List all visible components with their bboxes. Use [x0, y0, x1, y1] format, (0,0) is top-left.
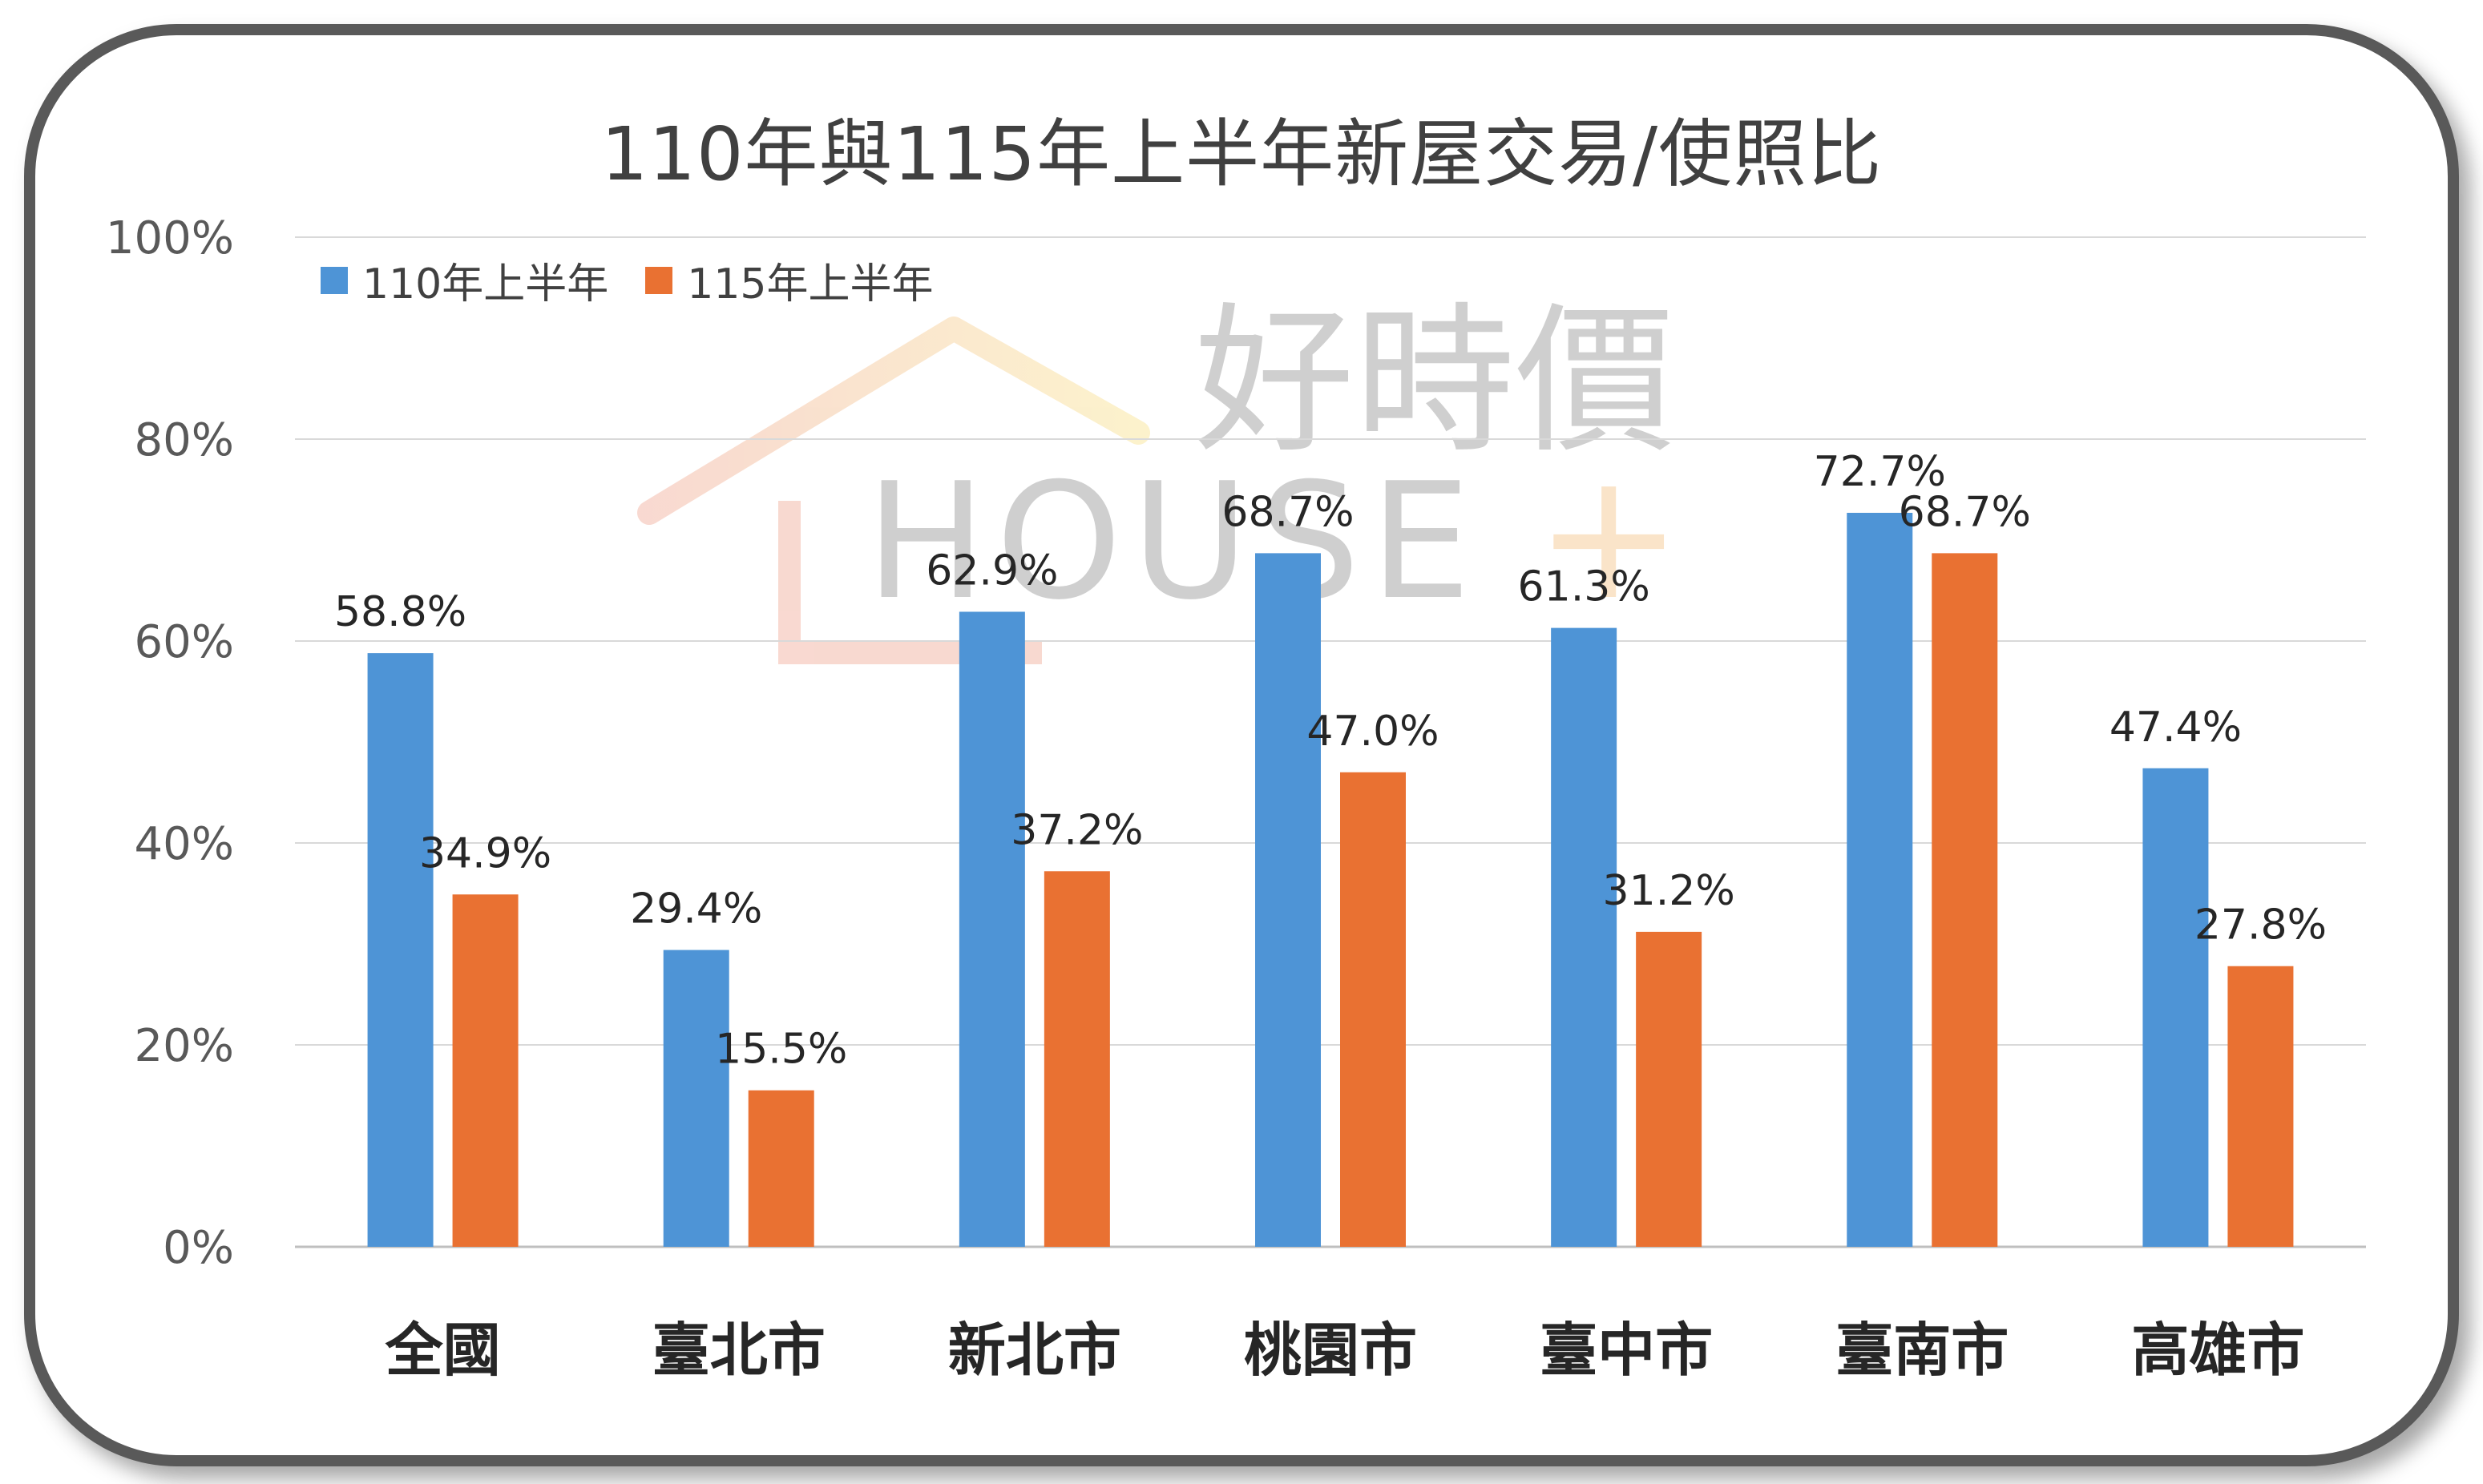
y-axis: 0% 20% 40% 60% 80% 100% [106, 212, 234, 1274]
x-axis: 全國 臺北市 新北市 桃園市 臺中市 臺南市 高雄市 [385, 1317, 2305, 1384]
x-tick-label: 臺南市 [1835, 1317, 2009, 1384]
bar-series-1 [1255, 553, 1321, 1247]
grid-lines [295, 236, 2366, 1248]
legend-swatch-series-1 [321, 266, 348, 294]
data-label-series-2: 27.8% [2194, 901, 2327, 950]
bars [367, 512, 2294, 1247]
data-label-series-2: 37.2% [1011, 806, 1143, 854]
y-tick-label: 80% [135, 414, 234, 466]
data-label-series-1: 58.8% [334, 588, 466, 636]
legend-item-series-1: 110年上半年 [321, 250, 608, 310]
data-label-series-2: 34.9% [419, 829, 551, 877]
x-tick-label: 新北市 [948, 1317, 1121, 1384]
x-tick-label: 桃園市 [1244, 1317, 1417, 1384]
x-tick-label: 臺中市 [1540, 1317, 1713, 1384]
watermark-roof-icon [637, 317, 1150, 525]
data-label-series-2: 68.7% [1899, 488, 2031, 536]
bar-series-2 [1932, 553, 1998, 1247]
data-label-series-2: 47.0% [1306, 708, 1439, 756]
watermark-logo: 好時價 HOUSE + [637, 288, 1682, 664]
bar-series-1 [367, 653, 434, 1247]
legend-label-series-2: 115年上半年 [687, 260, 934, 308]
watermark-wall-icon [778, 501, 1042, 664]
data-label-series-1: 47.4% [2110, 704, 2242, 752]
bar-series-1 [663, 950, 729, 1247]
bar-series-2 [1340, 772, 1406, 1247]
legend-item-series-2: 115年上半年 [645, 250, 934, 310]
data-label-series-1: 29.4% [630, 885, 762, 934]
bar-series-2 [748, 1090, 814, 1247]
bar-series-2 [2227, 966, 2294, 1247]
bar-series-2 [1636, 931, 1702, 1247]
bar-series-1 [1551, 627, 1617, 1247]
watermark-plus-text: + [1535, 434, 1682, 639]
y-tick-label: 0% [163, 1222, 234, 1274]
bar-series-1 [959, 611, 1025, 1247]
bar-series-1 [1847, 512, 1913, 1247]
y-tick-label: 60% [135, 616, 234, 668]
data-label-series-1: 68.7% [1221, 488, 1354, 536]
x-tick-label: 高雄市 [2131, 1317, 2304, 1384]
x-tick-label: 臺北市 [652, 1317, 826, 1384]
data-labels: 58.8% 34.9% 29.4% 15.5% 62.9% 37.2% 68.7% 47.0%… [334, 448, 2327, 1074]
legend-swatch-series-2 [645, 266, 673, 294]
watermark-chinese-text: 好時價 [1194, 288, 1675, 475]
watermark-latin-text: HOUSE [866, 449, 1481, 635]
data-label-series-2: 15.5% [715, 1026, 847, 1074]
data-label-series-2: 31.2% [1603, 867, 1735, 915]
bar-series-2 [452, 894, 519, 1247]
y-tick-label: 100% [106, 212, 234, 264]
bar-series-1 [2142, 768, 2209, 1247]
data-label-series-1: 62.9% [926, 546, 1058, 595]
x-tick-label: 全國 [385, 1317, 501, 1384]
chart-title: 110年與115年上半年新屋交易/使照比 [600, 111, 1883, 197]
legend-label-series-1: 110年上半年 [362, 260, 609, 308]
data-label-series-1: 72.7% [1814, 448, 1946, 496]
data-label-series-1: 61.3% [1518, 563, 1650, 611]
y-tick-label: 20% [135, 1020, 234, 1072]
y-tick-label: 40% [135, 818, 234, 870]
bar-series-2 [1044, 871, 1110, 1247]
legend: 110年上半年 115年上半年 [321, 250, 971, 310]
